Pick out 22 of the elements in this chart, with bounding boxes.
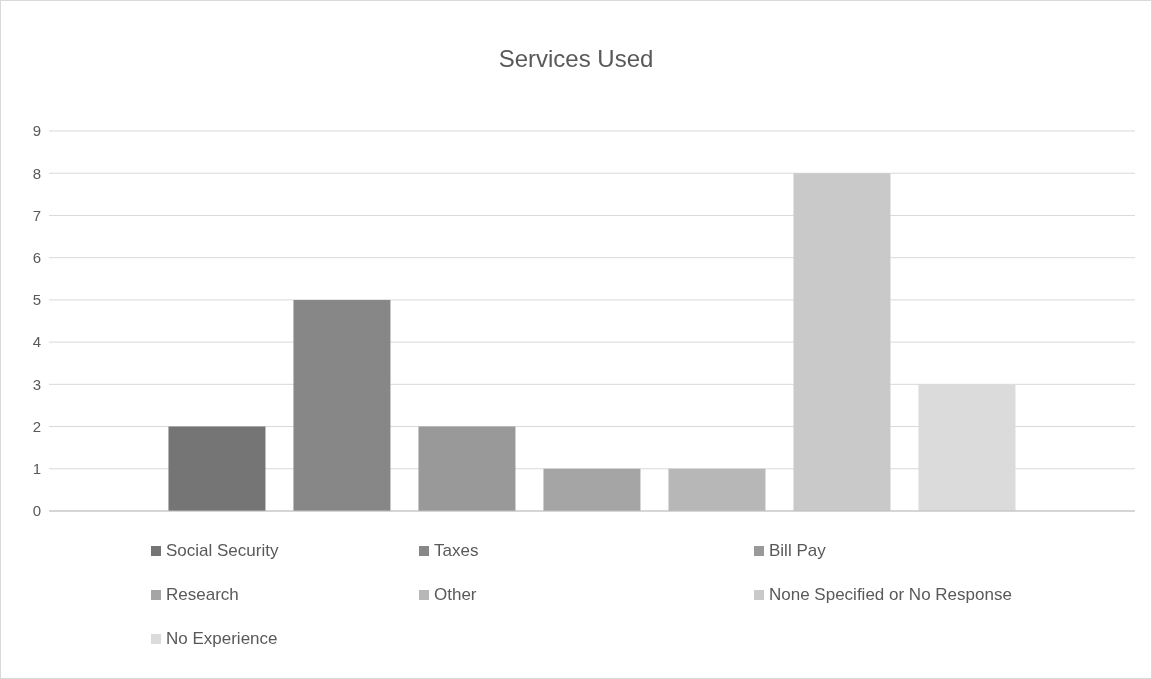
bar (293, 299, 391, 511)
y-tick-label: 2 (32, 417, 41, 435)
legend-label: Social Security (166, 541, 279, 561)
y-tick-label: 1 (32, 460, 41, 478)
y-tick-label: 0 (32, 502, 41, 520)
y-tick-label: 6 (32, 248, 41, 266)
y-tick-label: 3 (32, 375, 41, 393)
legend-label: Research (166, 585, 239, 605)
y-tick-label: 9 (32, 122, 41, 140)
y-tick-label: 5 (32, 291, 41, 309)
bar (418, 426, 516, 511)
legend-label: None Specified or No Response (769, 585, 1012, 605)
y-tick-label: 7 (32, 206, 41, 224)
bar (543, 468, 641, 511)
legend-label: Other (434, 585, 477, 605)
legend-label: Bill Pay (769, 541, 826, 561)
y-tick-label: 4 (32, 333, 41, 351)
y-tick-label: 8 (32, 164, 41, 182)
legend-label: Taxes (434, 541, 479, 561)
legend-label: No Experience (166, 629, 278, 649)
bar (168, 426, 266, 511)
chart-title: Services Used (497, 45, 655, 73)
